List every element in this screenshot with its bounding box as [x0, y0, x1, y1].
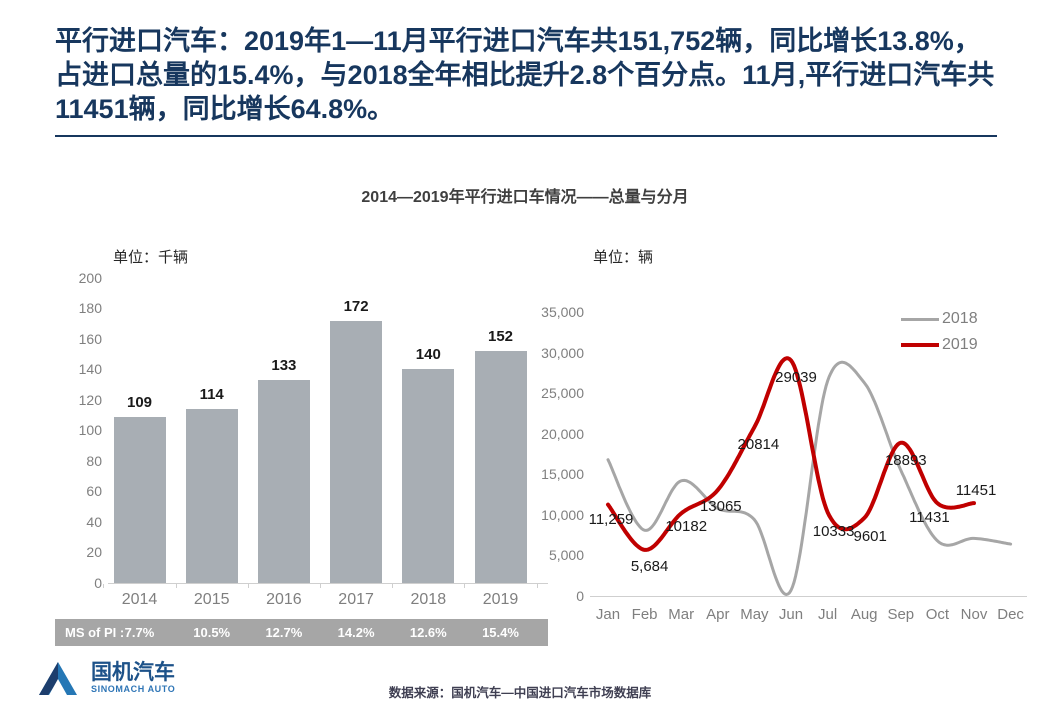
line-y-tick-label: 5,000	[548, 547, 584, 564]
line-x-axis-label: Feb	[631, 606, 658, 623]
chart-title: 2014—2019年平行进口车情况——总量与分月	[361, 189, 689, 206]
slide-title: 平行进口汽车：2019年1—11月平行进口汽车共151,752辆，同比增长13.…	[55, 24, 997, 138]
bar-y-tick-label: 180	[78, 300, 102, 317]
bar-2014	[113, 416, 166, 583]
line-x-axis-label: Aug	[850, 606, 878, 623]
bar-value-label: 152	[487, 328, 514, 346]
line-series-2018	[606, 360, 1013, 596]
bar-x-axis-tick	[247, 584, 249, 588]
bar-value-label: 114	[199, 386, 224, 404]
company-logo: 国机汽车 SINOMACH AUTO	[36, 659, 175, 697]
bar-x-axis-tick	[320, 584, 321, 588]
line-y-tick-label: 35,000	[541, 304, 584, 320]
bar-y-tick-label: 80	[86, 452, 102, 469]
data-source-note: 数据来源：国机汽车—中国进口汽车市场数据库	[388, 686, 652, 700]
ms-of-pi-value: 12.7%	[265, 625, 303, 640]
line-x-axis-label: Apr	[706, 606, 730, 623]
legend-swatch-2018-icon	[901, 317, 939, 321]
data-point-label: 5,684	[630, 557, 669, 575]
bar-y-tick-label: 60	[86, 483, 102, 500]
line-y-tick-label: 30,000	[541, 344, 584, 361]
line-x-axis-label: Jul	[818, 606, 838, 623]
line-chart-legend: 2018 2019	[901, 306, 978, 358]
data-point-label: 11,259	[588, 510, 634, 528]
ms-of-pi-value: 10.5%	[193, 625, 231, 640]
slide-title-text: 平行进口汽车：2019年1—11月平行进口汽车共151,752辆，同比增长13.…	[55, 26, 995, 125]
data-point-label: 11431	[909, 509, 950, 527]
bar-2018	[402, 369, 455, 583]
bar-x-axis-label: 2015	[193, 591, 230, 608]
ms-of-pi-value: 7.7%	[124, 625, 155, 640]
mountain-logo-icon	[39, 662, 77, 695]
ms-of-pi-row: MS of PI : 7.7% 10.5% 12.7% 14.2% 12.6% 15.4%	[55, 619, 548, 646]
legend-label-2019: 2019	[942, 336, 978, 353]
bar-y-tick-label: 200	[78, 269, 102, 286]
line-chart-unit-label: 单位：辆	[593, 249, 654, 266]
line-x-axis-label: Sep	[887, 606, 915, 623]
bar-value-label: 172	[343, 297, 369, 315]
line-y-tick-label: 20,000	[541, 425, 584, 442]
bar-value-label: 133	[271, 357, 297, 375]
data-point-label: 9601	[853, 528, 887, 546]
bar-value-label: 109	[126, 393, 153, 411]
bar-x-axis-label: 2014	[121, 591, 158, 608]
bar-y-tick-label: 0	[94, 575, 102, 591]
bar-x-axis-tick	[392, 584, 394, 588]
legend-item-2019: 2019	[901, 332, 978, 358]
line-y-tick-label: 10,000	[541, 506, 584, 523]
ms-of-pi-label: MS of PI :	[65, 625, 125, 640]
data-point-label: 18893	[884, 451, 927, 469]
bar-y-tick-label: 160	[78, 330, 102, 347]
bar-y-tick-label: 20	[86, 544, 102, 561]
bar-y-tick-label: 140	[78, 361, 102, 378]
bar-x-axis-tick	[175, 584, 177, 588]
line-x-axis-label: May	[740, 606, 769, 623]
logo-name-cn: 国机汽车	[91, 660, 175, 684]
line-y-tick-label: 15,000	[541, 466, 584, 483]
bar-2015	[185, 409, 238, 583]
bar-x-axis-line	[108, 583, 548, 584]
bar-x-axis-tick	[536, 584, 538, 588]
data-point-label: 29039	[775, 369, 817, 387]
line-x-axis-label: Jan	[595, 606, 621, 623]
ms-of-pi-value: 12.6%	[409, 625, 447, 640]
data-point-label: 20814	[737, 436, 780, 454]
line-x-axis-line	[590, 596, 1027, 597]
line-x-axis-label: Oct	[925, 606, 950, 623]
ms-of-pi-value: 15.4%	[482, 625, 519, 640]
bar-2016	[257, 380, 310, 583]
bar-x-axis-label: 2019	[482, 591, 519, 608]
logo-name-en: SINOMACH AUTO	[91, 683, 176, 694]
bar-x-axis-tick	[464, 584, 466, 588]
bar-y-tick-label: 100	[78, 422, 102, 439]
bar-2017	[330, 320, 383, 583]
bar-x-axis-tick	[103, 584, 105, 588]
monthly-line-plot	[606, 356, 1013, 596]
bar-2019	[474, 351, 527, 583]
line-x-axis-label: Nov	[960, 606, 988, 623]
bar-y-tick-label: 40	[86, 513, 102, 530]
data-point-label: 11451	[955, 482, 997, 500]
legend-label-2018: 2018	[942, 310, 978, 327]
line-x-axis-label: Jun	[778, 606, 804, 623]
line-series-2019	[606, 356, 976, 552]
data-point-label: 10182	[665, 518, 708, 536]
bar-y-tick-label: 120	[78, 391, 102, 408]
line-y-tick-label: 0	[576, 588, 584, 604]
bar-x-axis-label: 2016	[266, 591, 302, 608]
bar-value-label: 140	[415, 346, 441, 364]
bar-chart-unit-label: 单位：千辆	[113, 249, 189, 266]
bar-x-axis-label: 2018	[410, 591, 447, 608]
legend-swatch-2019-icon	[901, 343, 939, 347]
line-x-axis-label: Mar	[668, 606, 695, 623]
bar-x-axis-label: 2017	[338, 591, 374, 608]
line-y-tick-label: 25,000	[541, 385, 584, 402]
line-x-axis-label: Dec	[997, 606, 1024, 623]
ms-of-pi-value: 14.2%	[337, 625, 375, 640]
data-point-label: 13065	[699, 497, 742, 515]
data-point-label: 10333	[812, 523, 855, 541]
legend-item-2018: 2018	[901, 306, 978, 332]
